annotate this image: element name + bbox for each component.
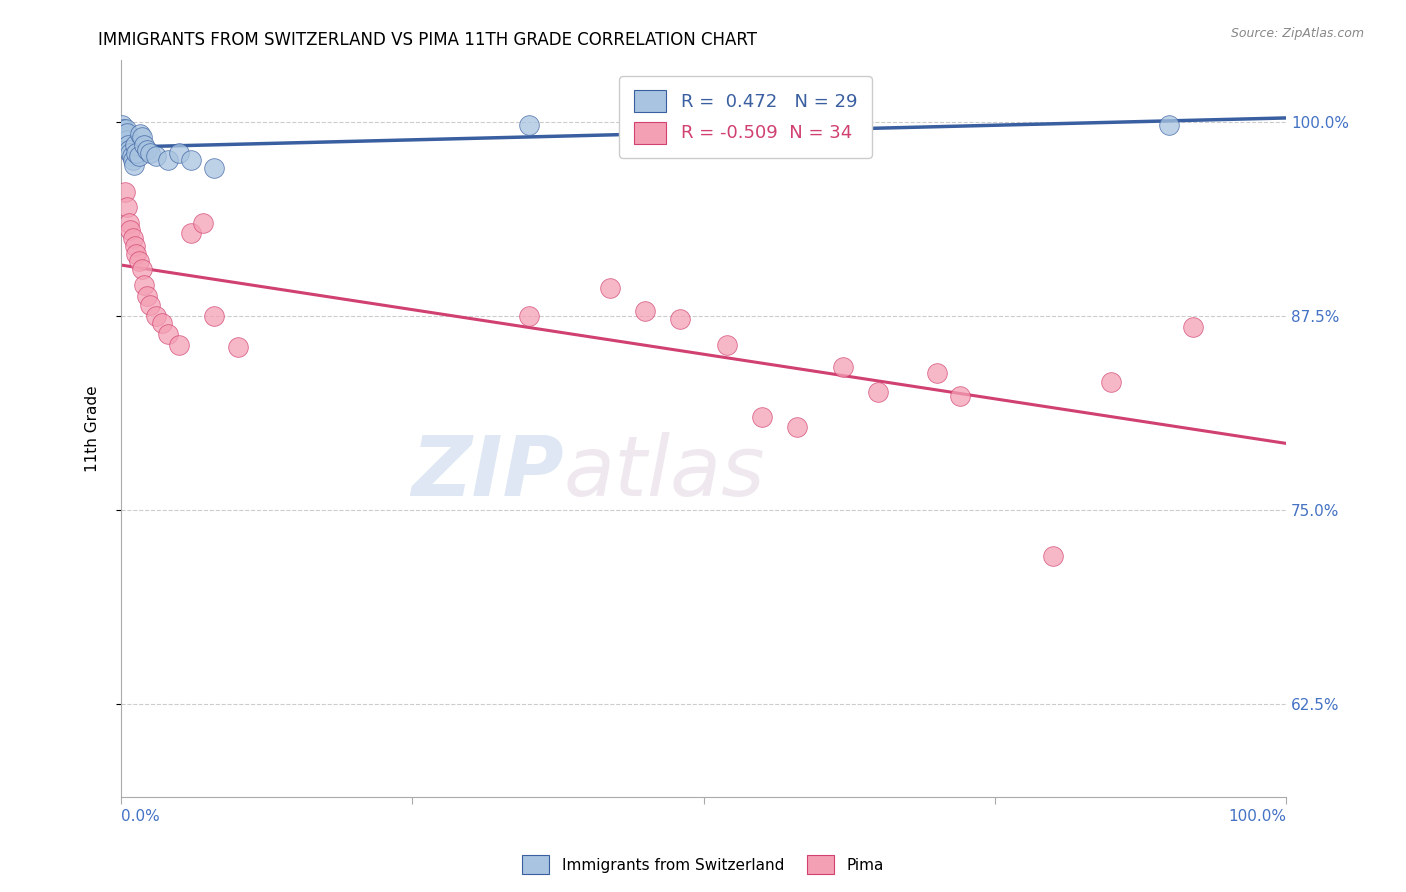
Point [118, 143, 141, 157]
Point [517, 118, 540, 132]
Point [139, 298, 162, 312]
Point [128, 127, 150, 141]
Point [832, 359, 855, 374]
Point [114, 127, 136, 141]
Point [202, 309, 225, 323]
Point [1042, 549, 1064, 564]
Point [868, 384, 890, 399]
Point [634, 304, 657, 318]
Point [134, 138, 156, 153]
Point [115, 133, 138, 147]
Point [131, 262, 153, 277]
Point [751, 409, 773, 424]
Point [117, 138, 139, 153]
Point [139, 145, 162, 160]
Point [120, 223, 142, 237]
Point [226, 340, 249, 354]
Point [134, 277, 156, 292]
Point [125, 145, 148, 160]
Point [112, 122, 135, 136]
Text: Source: ZipAtlas.com: Source: ZipAtlas.com [1230, 27, 1364, 40]
Point [128, 254, 150, 268]
Point [156, 153, 179, 168]
Point [114, 185, 136, 199]
Point [949, 389, 972, 403]
Point [180, 153, 202, 168]
Point [145, 309, 167, 323]
Legend: R =  0.472   N = 29, R = -0.509  N = 34: R = 0.472 N = 29, R = -0.509 N = 34 [620, 76, 872, 158]
Point [925, 366, 948, 380]
Point [716, 338, 738, 352]
Point [1181, 319, 1204, 334]
Legend: Immigrants from Switzerland, Pima: Immigrants from Switzerland, Pima [516, 849, 890, 880]
Point [169, 145, 191, 160]
Point [169, 338, 191, 352]
Point [124, 239, 146, 253]
Text: atlas: atlas [564, 432, 765, 513]
Point [786, 420, 808, 434]
Point [180, 227, 202, 241]
Point [191, 216, 214, 230]
Point [751, 118, 773, 132]
Point [115, 200, 138, 214]
Point [202, 161, 225, 176]
Point [121, 149, 143, 163]
Point [121, 231, 143, 245]
Point [1159, 118, 1181, 132]
Text: ZIP: ZIP [411, 432, 564, 513]
Point [131, 130, 153, 145]
Y-axis label: 11th Grade: 11th Grade [86, 385, 100, 472]
Point [599, 281, 621, 295]
Point [150, 317, 173, 331]
Point [156, 327, 179, 342]
Point [121, 153, 143, 168]
Point [1099, 376, 1122, 390]
Point [114, 130, 136, 145]
Point [114, 122, 136, 136]
Point [118, 216, 141, 230]
Point [145, 149, 167, 163]
Point [135, 288, 157, 302]
Point [135, 143, 157, 157]
Text: 0.0%: 0.0% [121, 809, 160, 824]
Text: IMMIGRANTS FROM SWITZERLAND VS PIMA 11TH GRADE CORRELATION CHART: IMMIGRANTS FROM SWITZERLAND VS PIMA 11TH… [98, 31, 758, 49]
Point [115, 126, 138, 140]
Point [517, 309, 540, 323]
Point [124, 138, 146, 153]
Text: 100.0%: 100.0% [1227, 809, 1286, 824]
Point [111, 118, 134, 132]
Point [128, 149, 150, 163]
Point [125, 246, 148, 260]
Point [669, 311, 692, 326]
Point [120, 145, 142, 160]
Point [122, 158, 145, 172]
